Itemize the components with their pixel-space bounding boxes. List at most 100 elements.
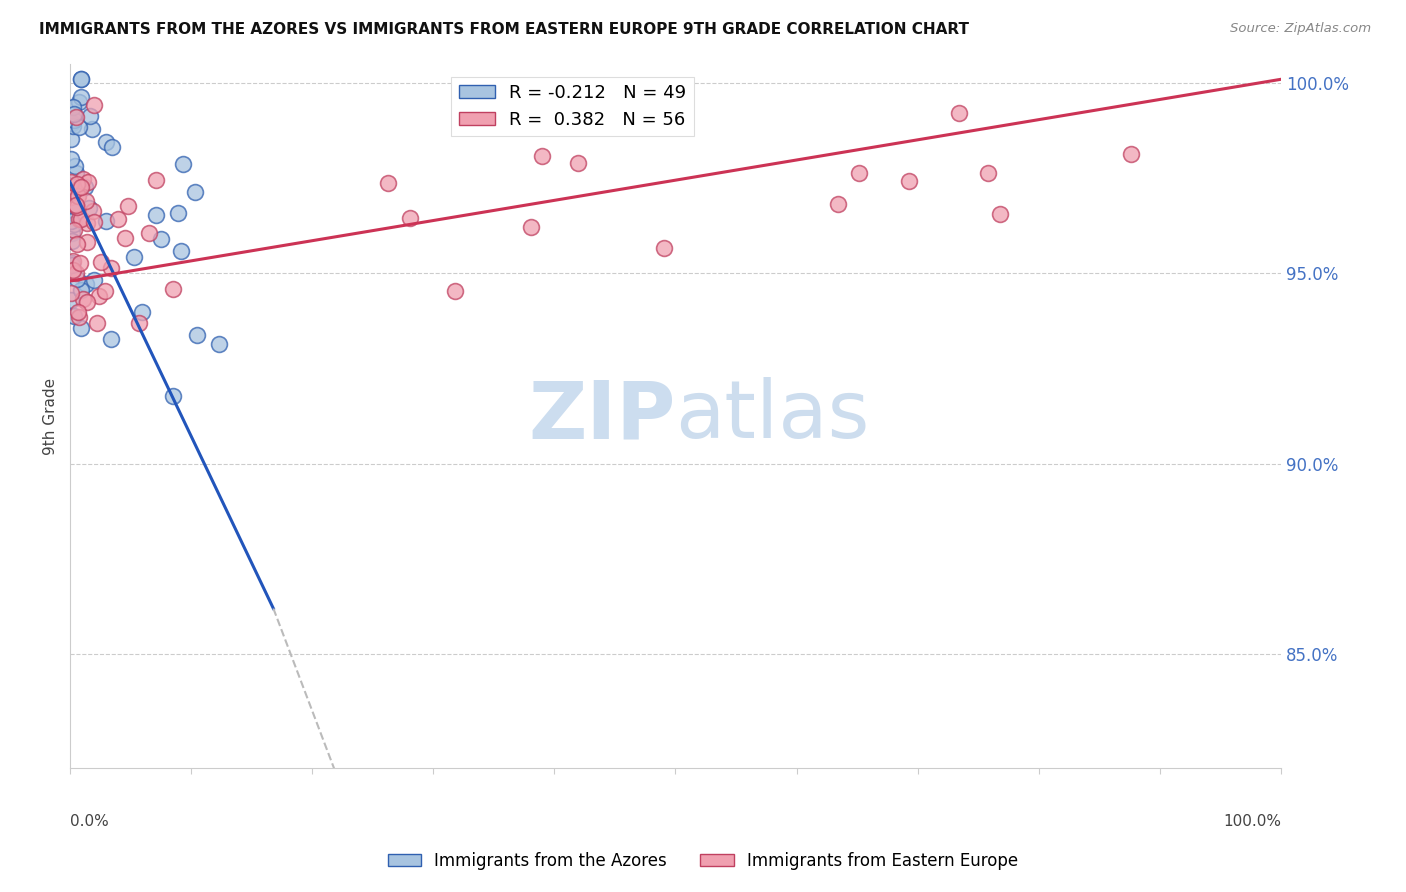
Point: [66, 272, 89, 286]
Point: [60, 285, 83, 300]
Point: [131, 305, 153, 319]
Point: [89, 289, 111, 303]
Point: [77, 201, 100, 215]
Point: [66, 237, 89, 252]
Point: [72, 292, 94, 306]
Point: [62, 222, 84, 236]
Point: [82, 204, 104, 219]
Point: [138, 226, 160, 240]
Point: [66, 200, 89, 214]
Point: [100, 260, 122, 275]
Point: [65, 110, 87, 124]
Point: [75, 194, 97, 208]
Point: [122, 250, 145, 264]
Point: [827, 197, 849, 211]
Point: [186, 328, 208, 343]
Point: [128, 316, 150, 330]
Point: [66, 305, 89, 319]
Point: [70, 90, 93, 104]
Point: [172, 157, 194, 171]
Point: [83, 215, 105, 229]
Point: [75, 277, 97, 291]
Point: [377, 176, 399, 190]
Point: [60, 256, 83, 270]
Point: [70, 211, 93, 226]
Text: 0.0%: 0.0%: [70, 814, 108, 829]
Text: Source: ZipAtlas.com: Source: ZipAtlas.com: [1230, 22, 1371, 36]
Point: [60, 190, 83, 204]
Point: [65, 166, 87, 180]
Point: [107, 211, 129, 226]
Point: [60, 199, 83, 213]
Point: [76, 235, 98, 249]
Text: 100.0%: 100.0%: [1223, 814, 1281, 829]
Point: [567, 156, 589, 170]
Point: [79, 109, 101, 123]
Point: [93, 284, 115, 298]
Point: [62, 262, 84, 277]
Text: atlas: atlas: [675, 377, 870, 455]
Legend: R = -0.212   N = 49, R =  0.382   N = 56: R = -0.212 N = 49, R = 0.382 N = 56: [451, 77, 693, 136]
Point: [65, 266, 87, 280]
Point: [69, 255, 91, 269]
Point: [60, 214, 83, 228]
Point: [94, 214, 117, 228]
Point: [60, 259, 83, 273]
Point: [1121, 147, 1143, 161]
Point: [443, 285, 465, 299]
Point: [70, 283, 93, 297]
Legend: Immigrants from the Azores, Immigrants from Eastern Europe: Immigrants from the Azores, Immigrants f…: [381, 846, 1025, 877]
Point: [149, 232, 172, 246]
Point: [72, 171, 94, 186]
Point: [207, 336, 229, 351]
Point: [80, 122, 103, 136]
Point: [145, 172, 167, 186]
Point: [60, 132, 83, 146]
Point: [162, 389, 184, 403]
Point: [73, 180, 96, 194]
Point: [65, 198, 87, 212]
Point: [145, 207, 167, 221]
Point: [117, 199, 139, 213]
Point: [67, 211, 90, 226]
Point: [96, 136, 118, 150]
Point: [848, 166, 870, 180]
Point: [86, 316, 108, 330]
Y-axis label: 9th Grade: 9th Grade: [44, 377, 58, 455]
Point: [63, 310, 86, 324]
Point: [65, 178, 87, 192]
Point: [183, 185, 205, 199]
Point: [76, 175, 98, 189]
Point: [60, 293, 83, 308]
Point: [76, 216, 98, 230]
Point: [988, 207, 1011, 221]
Point: [60, 175, 83, 189]
Point: [63, 113, 86, 128]
Point: [60, 234, 83, 248]
Point: [67, 189, 90, 203]
Point: [90, 255, 112, 269]
Point: [60, 226, 83, 240]
Point: [167, 206, 190, 220]
Point: [100, 332, 122, 346]
Point: [62, 119, 84, 133]
Point: [60, 178, 83, 193]
Point: [83, 273, 105, 287]
Point: [652, 241, 675, 255]
Point: [977, 166, 1000, 180]
Point: [66, 200, 89, 214]
Point: [162, 282, 184, 296]
Point: [60, 116, 83, 130]
Point: [76, 294, 98, 309]
Point: [101, 140, 124, 154]
Point: [531, 149, 554, 163]
Point: [70, 180, 93, 194]
Text: IMMIGRANTS FROM THE AZORES VS IMMIGRANTS FROM EASTERN EUROPE 9TH GRADE CORRELATI: IMMIGRANTS FROM THE AZORES VS IMMIGRANTS…: [39, 22, 969, 37]
Point: [67, 120, 90, 134]
Point: [170, 244, 193, 258]
Point: [114, 231, 136, 245]
Text: ZIP: ZIP: [529, 377, 675, 455]
Point: [70, 321, 93, 335]
Point: [83, 97, 105, 112]
Point: [65, 159, 87, 173]
